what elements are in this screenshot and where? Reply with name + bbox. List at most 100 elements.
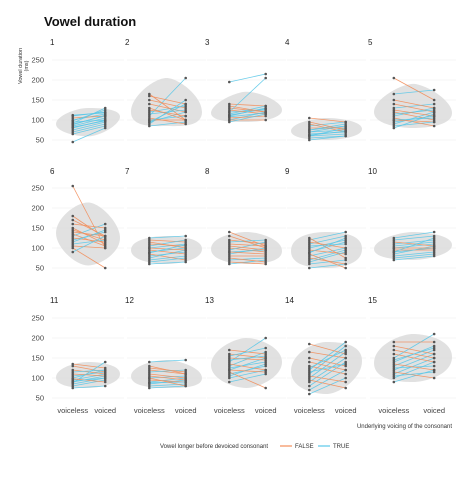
pair-line: [72, 229, 106, 243]
pair-line: [393, 243, 435, 249]
y-tick-label: 50: [36, 394, 44, 403]
point-voiced: [432, 346, 436, 350]
y-tick-label: 100: [31, 244, 44, 253]
point-voiceless: [392, 110, 396, 114]
point-voiced: [264, 250, 268, 254]
pair-line: [72, 237, 106, 243]
point-voiceless: [308, 262, 311, 266]
point-voiced: [432, 236, 436, 240]
pair-line: [72, 112, 106, 116]
point-voiceless: [228, 80, 231, 84]
point-voiceless: [148, 372, 151, 376]
point-voiced: [432, 368, 436, 372]
point-voiced: [344, 126, 348, 130]
point-voiced: [344, 250, 348, 254]
panel-label: 14: [285, 296, 294, 305]
point-voiceless: [392, 352, 396, 356]
pair-line: [393, 371, 435, 377]
point-voiced: [103, 230, 107, 234]
pair-line: [149, 367, 186, 373]
point-voiced: [344, 122, 348, 126]
point-voiced: [103, 228, 107, 232]
x-tick-label: voiceless: [134, 406, 165, 415]
point-voiceless: [228, 120, 231, 124]
point-voiceless: [392, 358, 396, 362]
point-voiced: [103, 106, 107, 110]
point-voiced: [103, 124, 107, 128]
point-voiced: [344, 348, 348, 352]
point-voiceless: [71, 113, 75, 117]
point-voiced: [344, 234, 348, 238]
point-voiced: [184, 384, 187, 388]
pair-line: [309, 369, 346, 391]
point-voiceless: [308, 378, 311, 382]
y-axis-title-line: Vowel duration: [18, 48, 24, 84]
point-voiceless: [228, 262, 231, 266]
point-voiced: [432, 242, 436, 246]
point-voiceless: [308, 356, 311, 360]
point-voiceless: [148, 242, 151, 246]
y-tick-label: 50: [36, 264, 44, 273]
pair-line: [149, 257, 186, 263]
point-voiceless: [392, 116, 396, 120]
pair-line: [309, 125, 346, 133]
pair-line: [393, 241, 435, 247]
point-voiceless: [308, 366, 311, 370]
point-voiced: [264, 252, 268, 256]
point-voiceless: [308, 238, 311, 242]
point-voiced: [184, 246, 187, 250]
panel-3: 3: [205, 38, 286, 141]
point-voiceless: [392, 376, 396, 380]
point-voiced: [264, 110, 268, 114]
panel-9: 9: [285, 167, 366, 270]
point-voiceless: [308, 130, 311, 134]
panel-15: 15 voiceless voiced: [368, 296, 456, 415]
point-voiceless: [228, 356, 231, 360]
point-voiceless: [148, 120, 151, 124]
point-voiceless: [71, 226, 75, 230]
density-shape: [131, 78, 202, 127]
point-voiceless: [148, 94, 151, 98]
point-voiceless: [71, 222, 75, 226]
pair-line: [72, 114, 106, 126]
point-voiceless: [392, 106, 396, 110]
point-voiced: [103, 266, 107, 270]
pair-line: [309, 251, 346, 263]
point-voiced: [344, 246, 348, 250]
pair-line: [149, 244, 186, 254]
pair-line: [72, 385, 106, 389]
panel-label: 5: [368, 38, 373, 47]
point-voiced: [432, 250, 436, 254]
pair-line: [393, 345, 435, 355]
point-voiceless: [71, 364, 75, 368]
point-voiceless: [392, 372, 396, 376]
point-voiceless: [228, 372, 231, 376]
y-tick-label: 150: [31, 224, 44, 233]
point-voiceless: [392, 368, 396, 372]
point-voiced: [432, 112, 436, 116]
point-voiceless: [392, 362, 396, 366]
point-voiceless: [148, 92, 151, 96]
pair-line: [229, 251, 266, 255]
pair-line: [149, 377, 186, 383]
point-voiceless: [392, 240, 396, 244]
pair-line: [309, 123, 346, 133]
point-voiceless: [71, 119, 75, 123]
point-voiceless: [228, 362, 231, 366]
point-voiceless: [392, 248, 396, 252]
pair-line: [149, 375, 186, 379]
point-voiceless: [228, 242, 231, 246]
point-voiceless: [392, 254, 396, 258]
point-voiced: [103, 242, 107, 246]
pair-line: [149, 235, 186, 239]
point-voiceless: [392, 244, 396, 248]
point-voiceless: [228, 260, 231, 264]
point-voiced: [344, 258, 348, 262]
point-voiced: [432, 124, 436, 128]
point-voiceless: [71, 246, 75, 250]
point-voiceless: [148, 360, 151, 364]
point-voiceless: [308, 124, 311, 128]
x-tick-label: voiced: [255, 406, 277, 415]
point-voiced: [103, 366, 107, 370]
point-voiced: [432, 230, 436, 234]
